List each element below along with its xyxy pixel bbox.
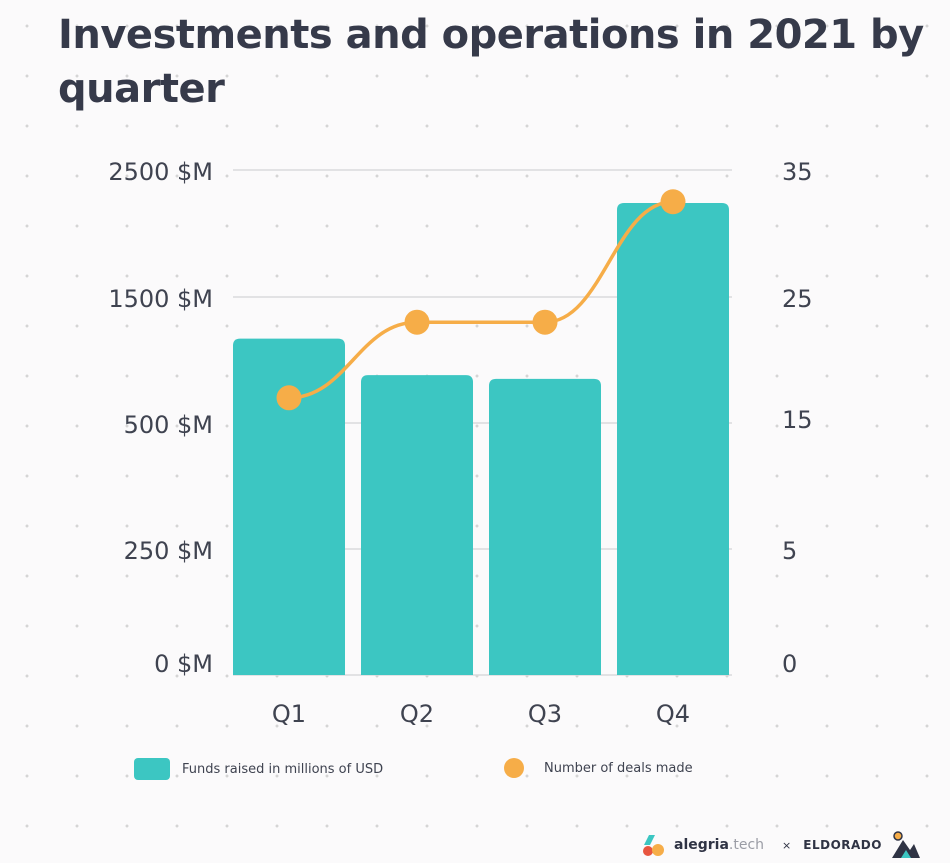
- deals-point-Q1: [276, 385, 302, 411]
- bar-Q3: [489, 378, 601, 675]
- eldorado-logo-icon: [891, 831, 920, 858]
- category-label-Q3: Q3: [528, 700, 562, 728]
- category-label-Q4: Q4: [656, 700, 690, 728]
- legend-item-funds: Funds raised in millions of USD: [134, 758, 383, 780]
- legend-label-deals: Number of deals made: [544, 760, 693, 776]
- footer-branding: alegria .tech × ELDORADO: [640, 830, 922, 860]
- tick-labels: 2500 $M 1500 $M 500 $M 250 $M 0 $M 35 25 15 5 0 Q1…: [108, 158, 812, 728]
- left-tick-label: 2500 $M: [108, 158, 213, 186]
- deals-point-Q4: [660, 189, 686, 215]
- deals-point-Q3: [532, 309, 558, 335]
- left-tick-label: 500 $M: [124, 411, 213, 439]
- right-tick-label: 25: [782, 285, 813, 313]
- bar-Q1: [233, 338, 345, 675]
- brand-alegria: alegria: [674, 837, 729, 853]
- category-label-Q1: Q1: [272, 700, 306, 728]
- brand-separator: ×: [782, 838, 792, 852]
- chart-title: Investments and operations in 2021 by qu…: [58, 12, 924, 112]
- deals-line: [276, 189, 686, 411]
- deals-point-Q2: [404, 309, 430, 335]
- bar-Q2: [361, 375, 473, 675]
- left-tick-label: 250 $M: [124, 537, 213, 565]
- right-tick-label: 15: [782, 406, 813, 434]
- left-tick-label: 1500 $M: [108, 285, 213, 313]
- right-tick-label: 0: [782, 650, 797, 678]
- category-label-Q2: Q2: [400, 700, 434, 728]
- left-tick-label: 0 $M: [154, 650, 213, 678]
- bars: [233, 203, 729, 675]
- deals-line-path: [288, 200, 674, 400]
- legend-label-funds: Funds raised in millions of USD: [182, 761, 384, 777]
- alegria-logo-icon: [643, 835, 664, 856]
- legend-item-deals: Number of deals made: [504, 758, 693, 778]
- legend-swatch-funds: [134, 758, 170, 780]
- legend-swatch-deals: [504, 758, 524, 778]
- brand-eldorado: ELDORADO: [803, 838, 882, 852]
- brand-alegria-suffix: .tech: [728, 837, 765, 853]
- bar-Q4: [617, 203, 729, 675]
- right-tick-label: 5: [782, 537, 797, 565]
- right-tick-label: 35: [782, 158, 813, 186]
